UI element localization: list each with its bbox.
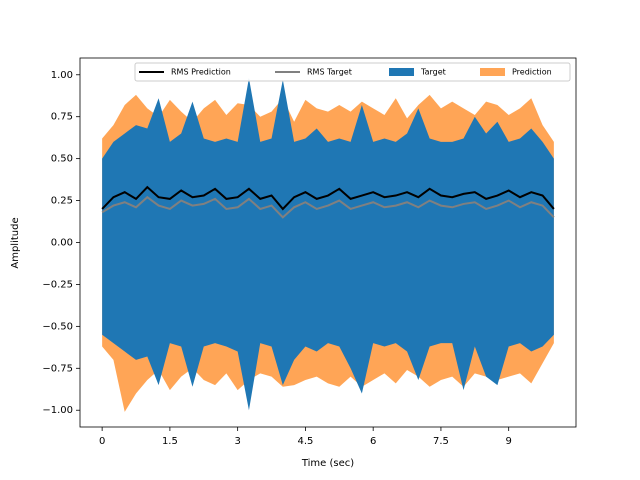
x-tick-label: 0 [99, 436, 105, 447]
x-tick-label: 7.5 [433, 436, 449, 447]
rms-line [101, 195, 555, 219]
legend-swatch [389, 68, 414, 76]
x-tick-label: 9 [506, 436, 512, 447]
y-tick-label: −0.50 [42, 321, 73, 332]
y-tick-label: 0.50 [51, 154, 73, 165]
y-tick-label: 0.25 [51, 196, 73, 207]
legend-label: Prediction [512, 68, 552, 77]
waveform-lower [102, 242, 554, 411]
y-tick-label: 0.75 [51, 112, 73, 123]
legend-label: RMS Prediction [171, 68, 231, 77]
x-tick-label: 6 [370, 436, 376, 447]
legend-swatch [480, 68, 505, 76]
plot-area [101, 78, 555, 412]
y-tick-label: −1.00 [42, 405, 73, 416]
legend-box [134, 62, 571, 82]
x-tick-label: 4.5 [297, 436, 313, 447]
y-tick-label: −0.25 [42, 279, 73, 290]
x-tick-label: 3 [234, 436, 240, 447]
y-tick-label: −0.75 [42, 363, 73, 374]
x-tick-label: 1.5 [162, 436, 178, 447]
axes-frame [79, 57, 577, 428]
y-tick-label: 1.00 [51, 70, 73, 81]
y-axis-label: Amplitude [10, 217, 21, 268]
legend-label: Target [420, 68, 446, 77]
rms-line [101, 185, 555, 211]
legend-label: RMS Target [307, 68, 352, 77]
y-tick-label: 0.00 [51, 238, 73, 249]
waveform-upper [102, 78, 554, 243]
x-axis-label: Time (sec) [301, 458, 354, 469]
